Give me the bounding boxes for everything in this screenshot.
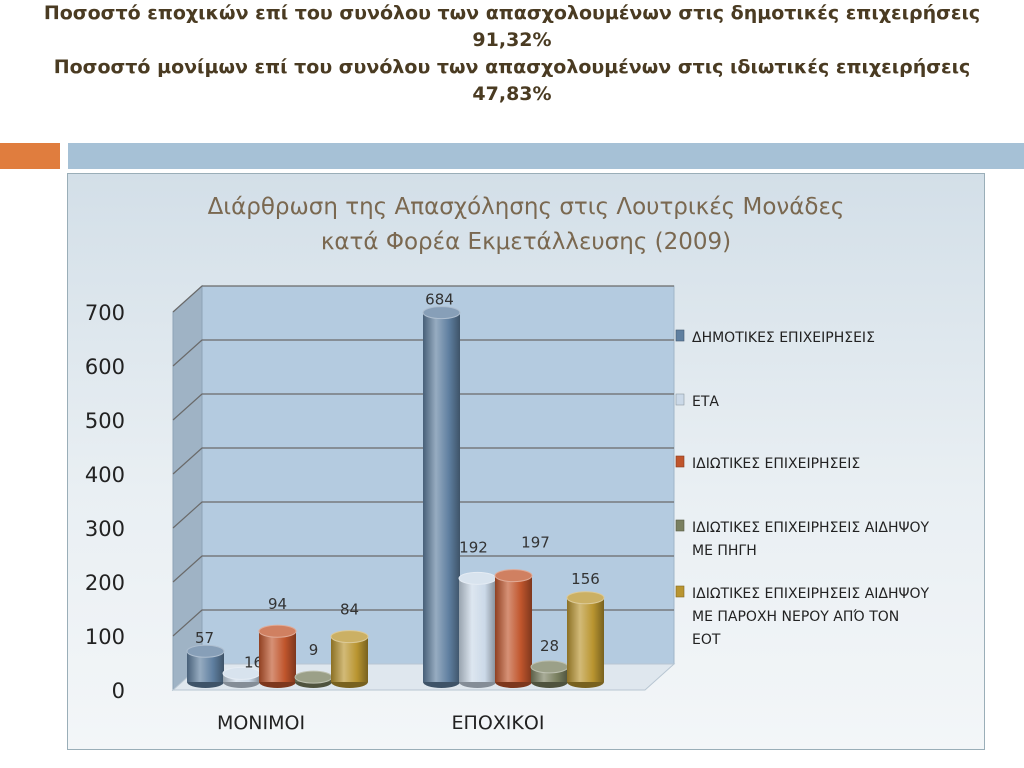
gridline [172, 447, 674, 475]
bar [494, 569, 533, 688]
bar [530, 660, 569, 688]
gridline [172, 393, 674, 421]
bar [458, 571, 497, 688]
bar-body [423, 312, 460, 682]
chart-title-line: Διάρθρωση της Απασχόλησης στις Λουτρικές… [208, 194, 845, 220]
gridline [172, 339, 674, 367]
header-line-3: Ποσοστό μονίμων επί του συνόλου των απασ… [53, 56, 971, 78]
legend-swatch [675, 329, 685, 342]
bar-top [258, 624, 297, 638]
legend-label: ΕΟΤ [692, 632, 721, 648]
data-label: 9 [309, 641, 319, 659]
data-label: 684 [425, 291, 454, 309]
gridline [172, 285, 674, 313]
chart-frame: Διάρθρωση της Απασχόλησης στις Λουτρικές… [67, 173, 985, 750]
gridline [172, 501, 674, 529]
y-tick-label: 200 [85, 571, 125, 595]
bar-top [494, 569, 533, 583]
bar [330, 630, 369, 688]
data-label: 94 [268, 595, 287, 613]
bar [258, 624, 297, 688]
legend-label: ΜΕ ΠΗΓΗ [692, 543, 757, 559]
bar-top [294, 670, 333, 684]
data-label: 28 [540, 637, 559, 655]
y-tick-label: 600 [85, 355, 125, 379]
legend-label: ΙΔΙΩΤΙΚΕΣ ΕΠΙΧΕΙΡΗΣΕΙΣ [692, 456, 860, 472]
y-tick-label: 700 [85, 301, 125, 325]
data-label: 192 [459, 538, 488, 556]
data-label: 156 [571, 570, 600, 588]
chart-title-line: κατά Φορέα Εκμετάλλευσης (2009) [321, 229, 731, 255]
bar-top [566, 591, 605, 605]
legend-label: ΕΤΑ [692, 394, 719, 410]
legend-swatch [675, 519, 685, 532]
y-tick-label: 400 [85, 463, 125, 487]
chart: Διάρθρωση της Απασχόλησης στις Λουτρικές… [85, 194, 930, 734]
bar [566, 591, 605, 688]
data-label: 57 [195, 629, 214, 647]
legend-swatch [675, 585, 685, 598]
data-label: 197 [521, 534, 550, 552]
bar-body [259, 631, 296, 682]
x-category-label: ΕΠΟΧΙΚΟΙ [452, 712, 545, 734]
x-category-label: ΜΟΝΙΜΟΙ [217, 712, 305, 734]
bar [186, 644, 225, 688]
bar [422, 306, 461, 688]
bar-top [530, 660, 569, 674]
y-tick-label: 100 [85, 625, 125, 649]
header: Ποσοστό εποχικών επί του συνόλου των απα… [0, 0, 1024, 108]
bar [294, 670, 333, 688]
legend-label: ΙΔΙΩΤΙΚΕΣ ΕΠΙΧΕΙΡΗΣΕΙΣ ΑΙΔΗΨΟΥ [692, 520, 930, 536]
legend-swatch [675, 455, 685, 468]
y-tick-label: 300 [85, 517, 125, 541]
bar [222, 666, 261, 688]
bar-body [459, 578, 496, 682]
bar-body [331, 636, 368, 682]
y-tick-label: 500 [85, 409, 125, 433]
legend-swatch [675, 393, 685, 406]
data-label: 16 [244, 653, 263, 671]
bar-top [422, 306, 461, 320]
bar-body [495, 575, 532, 682]
legend-label: ΜΕ ΠΑΡΟΧΗ ΝΕΡΟΥ ΑΠΌ ΤΟΝ [692, 609, 899, 625]
data-label: 84 [340, 601, 359, 619]
y-tick-label: 0 [112, 679, 125, 703]
header-line-4: 47,83% [472, 83, 552, 105]
bar-top [458, 571, 497, 585]
bar-top [330, 630, 369, 644]
gridline [172, 555, 674, 583]
legend-label: ΙΔΙΩΤΙΚΕΣ ΕΠΙΧΕΙΡΗΣΕΙΣ ΑΙΔΗΨΟΥ [692, 586, 930, 602]
header-line-1: Ποσοστό εποχικών επί του συνόλου των απα… [43, 2, 981, 24]
legend-label: ΔΗΜΟΤΙΚΕΣ ΕΠΙΧΕΙΡΗΣΕΙΣ [692, 330, 875, 346]
bar-top [186, 644, 225, 658]
accent-bar-blue [68, 143, 1024, 169]
accent-bar-orange [0, 143, 60, 169]
bar-body [567, 597, 604, 682]
header-line-2: 91,32% [472, 29, 552, 51]
